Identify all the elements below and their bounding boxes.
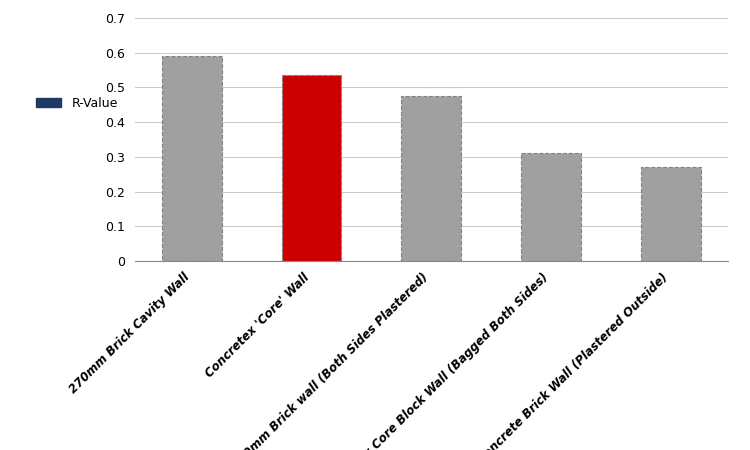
Bar [282,75,341,261]
Bar [162,56,222,261]
Bar [401,96,461,261]
Legend: R-Value: R-Value [32,91,123,115]
Bar [640,167,700,261]
Bar [521,153,580,261]
